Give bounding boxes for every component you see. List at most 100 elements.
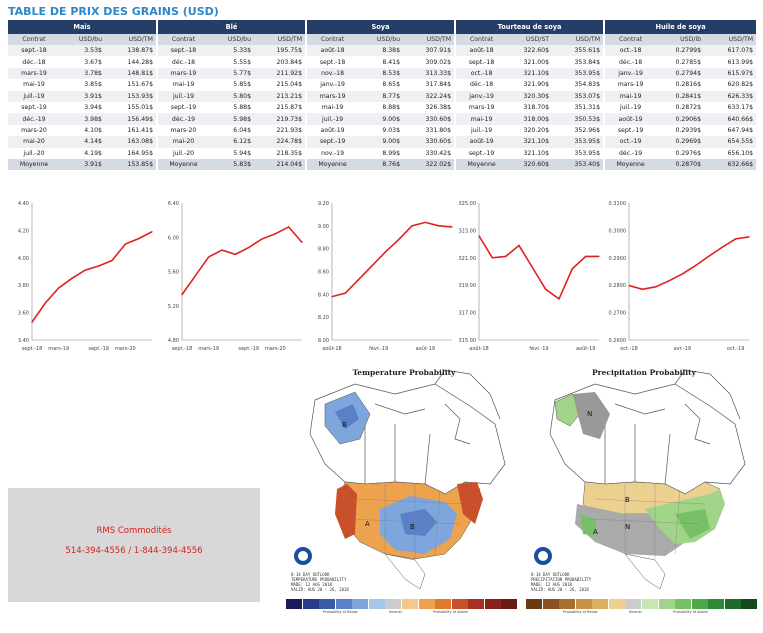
table-cell: 6.04$ <box>209 124 255 137</box>
legend-swatch <box>302 599 319 609</box>
table-cell: 0.2939$ <box>656 124 705 137</box>
x-tick-label: févr.-19 <box>369 345 388 352</box>
data-point <box>98 265 100 267</box>
table-cell: 0.2794$ <box>656 67 705 80</box>
table-cell: 320.60$ <box>507 158 553 171</box>
column-header: USD/TM <box>254 34 307 45</box>
table-row: déc.-18 3.67$ 144.28$ déc.-18 5.55$ 203.84$ se… <box>8 56 757 68</box>
table-cell: 330.60$ <box>403 136 456 148</box>
column-header: Contrat <box>454 34 508 45</box>
table-cell: janv.-19 <box>603 67 657 80</box>
temp-stamp-line2: TEMPERATURE PROBABILITY <box>291 577 347 582</box>
table-cell: 3.91$ <box>60 158 105 171</box>
precipitation-map-title: Precipitation Probability <box>592 368 696 377</box>
table-cell: mars-19 <box>305 90 359 102</box>
table-cell: 8.41$ <box>358 56 404 68</box>
table-cell: 321.10$ <box>507 147 553 159</box>
table-cell: 8.53$ <box>358 67 404 80</box>
legend-swatch <box>484 599 501 609</box>
y-tick-label: 4.20 <box>18 228 29 234</box>
table-cell: 322.24$ <box>403 90 456 102</box>
table-cell: juil.-19 <box>8 90 60 102</box>
x-tick-label: août-19 <box>576 345 595 352</box>
table-cell: août-19 <box>305 124 359 137</box>
table-cell: déc.-19 <box>603 147 657 159</box>
table-cell: 0.2785$ <box>656 56 705 68</box>
table-cell: 4.14$ <box>60 136 105 148</box>
table-cell: 153.93$ <box>105 90 158 102</box>
data-point <box>531 266 533 268</box>
table-cell: août-19 <box>454 136 508 148</box>
table-cell: 0.2841$ <box>656 90 705 102</box>
data-point <box>288 226 290 228</box>
company-name: RMS Commodités <box>96 526 172 536</box>
table-cell: sept.-19 <box>603 124 657 137</box>
table-cell: déc.-19 <box>156 113 210 125</box>
grain-price-table: Maïs Blé Soya Tourteau de soya Huile de soya… <box>8 20 757 171</box>
table-cell: 8.99$ <box>358 147 404 159</box>
x-tick-label: avr.-19 <box>674 346 691 352</box>
data-point <box>681 273 683 275</box>
table-cell: 5.33$ <box>209 45 255 57</box>
data-point <box>668 280 670 282</box>
table-cell: 5.55$ <box>209 56 255 68</box>
table-cell: 615.97$ <box>704 67 757 80</box>
data-point <box>261 238 263 240</box>
data-point <box>371 265 373 267</box>
table-cell: sept.-19 <box>454 147 508 159</box>
table-cell: mars-19 <box>8 67 60 80</box>
weather-outlook-maps: Temperature Probability B B A <box>285 364 763 626</box>
legend-swatch <box>335 599 352 609</box>
table-row: déc.-19 3.98$ 156.49$ déc.-19 5.98$ 219.73$ ju… <box>8 113 757 125</box>
legend-swatch <box>418 599 435 609</box>
data-point <box>478 235 480 237</box>
data-point <box>655 286 657 288</box>
table-cell: 354.83$ <box>552 79 605 91</box>
y-tick-label: 3.60 <box>18 311 29 317</box>
data-point <box>221 249 223 251</box>
y-tick-label: 9.00 <box>318 224 329 230</box>
table-cell: 5.98$ <box>209 113 255 125</box>
table-cell: 0.2906$ <box>656 113 705 125</box>
legend-swatch <box>542 599 559 609</box>
column-header: USD/TM <box>704 34 757 45</box>
table-cell: 620.82$ <box>704 79 757 91</box>
table-cell: 355.61$ <box>552 45 605 57</box>
column-header: USD/TM <box>105 34 158 45</box>
table-cell: 321.10$ <box>507 67 553 80</box>
temp-map-letter-a: A <box>365 520 370 528</box>
legend-swatch <box>402 599 419 609</box>
legend-swatch <box>451 599 468 609</box>
column-header: USD/bu <box>60 34 105 45</box>
legend-swatch <box>741 599 758 609</box>
data-point <box>234 253 236 255</box>
table-cell: 8.88$ <box>358 101 404 114</box>
temperature-probability-map: Temperature Probability B B A <box>285 364 523 614</box>
table-cell: Moyenne <box>603 158 657 171</box>
x-tick-label: mars-19 <box>48 346 69 352</box>
table-cell: 9.00$ <box>358 136 404 148</box>
group-header: Blé <box>156 20 307 34</box>
precip-map-letter-a: A <box>593 528 598 536</box>
table-cell: Moyenne <box>156 158 210 171</box>
table-cell: 353.95$ <box>552 147 605 159</box>
table-cell: 8.38$ <box>358 45 404 57</box>
y-tick-label: 315.00 <box>459 338 477 344</box>
table-cell: 4.19$ <box>60 147 105 159</box>
table-cell: 156.49$ <box>105 113 158 125</box>
table-cell: 0.2969$ <box>656 136 705 148</box>
y-tick-label: 0.2900 <box>609 256 627 262</box>
data-point <box>558 298 560 300</box>
table-cell: mai-20 <box>156 136 210 148</box>
precip-stamp-line1: 8-14 DAY OUTLOOK <box>531 572 570 577</box>
precipitation-legend: Probability of Below Normal Probability … <box>523 599 761 614</box>
column-header: USD/TM <box>403 34 456 45</box>
temp-legend-above: Probability of Above <box>433 610 469 614</box>
legend-swatch <box>559 599 576 609</box>
legend-swatch <box>658 599 675 609</box>
legend-swatch <box>352 599 369 609</box>
table-cell: 3.78$ <box>60 67 105 80</box>
y-tick-label: 8.40 <box>318 292 329 298</box>
table-cell: 3.91$ <box>60 90 105 102</box>
table-cell: 647.94$ <box>704 124 757 137</box>
